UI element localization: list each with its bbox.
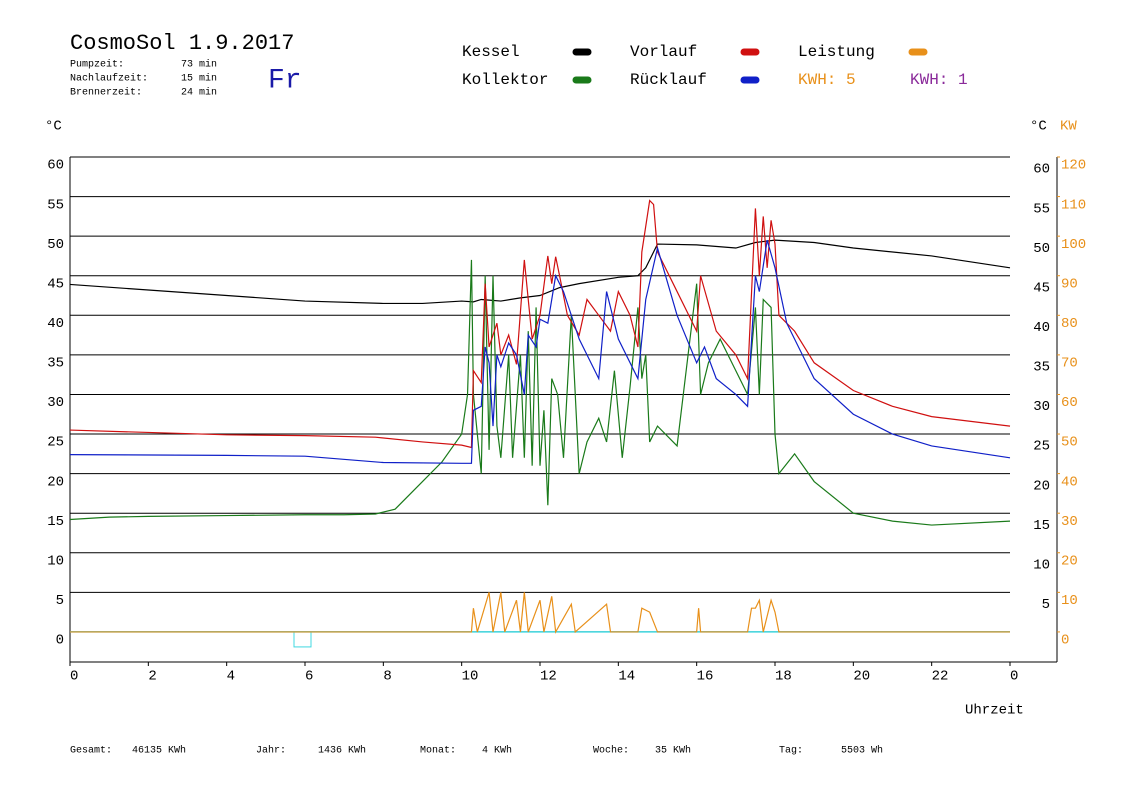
kwh-label: KWH: 1 — [910, 71, 968, 89]
footer-value: 46135 KWh — [132, 745, 186, 757]
info-label: Brennerzeit: — [70, 87, 142, 99]
y-tick-label: 15 — [47, 514, 64, 530]
y-right-tick-label: 20 — [1033, 478, 1050, 494]
y2-axis-label-celsius: °C — [1030, 119, 1047, 135]
x-tick-label: 10 — [462, 669, 479, 685]
y-right-tick-label: 5 — [1042, 597, 1050, 613]
x-tick-label: 0 — [70, 669, 78, 685]
x-tick-label: 22 — [932, 669, 949, 685]
series-line — [69, 199, 1011, 449]
footer-label: Gesamt: — [70, 746, 112, 757]
info-label: Nachlaufzeit: — [70, 73, 148, 85]
y2-tick-label: 50 — [1061, 435, 1078, 451]
x-tick-label: 6 — [305, 669, 313, 685]
y-tick-label: 5 — [56, 593, 64, 609]
series-line — [69, 239, 1011, 305]
y2-tick-label: 120 — [1061, 158, 1086, 174]
y-right-tick-label: 15 — [1033, 518, 1050, 534]
y2-tick-label: 40 — [1061, 474, 1078, 490]
chart-title: CosmoSol 1.9.2017 — [70, 31, 294, 56]
y-right-tick-label: 60 — [1033, 162, 1050, 178]
x-tick-label: 14 — [618, 669, 635, 685]
y-tick-label: 50 — [47, 237, 64, 253]
y-right-tick-label: 45 — [1033, 280, 1050, 296]
footer-label: Monat: — [420, 746, 456, 757]
y2-axis-label: KW — [1060, 119, 1077, 135]
y2-tick-label: 0 — [1061, 633, 1069, 649]
y-tick-label: 20 — [47, 474, 64, 490]
legend-label: Kollektor — [462, 71, 548, 89]
y-right-tick-label: 30 — [1033, 399, 1050, 415]
x-tick-label: 2 — [148, 669, 156, 685]
footer-value: 4 KWh — [482, 745, 512, 757]
x-tick-label: 18 — [775, 669, 792, 685]
y2-tick-label: 30 — [1061, 514, 1078, 530]
y-right-tick-label: 10 — [1033, 557, 1050, 573]
y2-tick-label: 110 — [1061, 197, 1086, 213]
legend-label: Kessel — [462, 43, 520, 61]
x-tick-label: 0 — [1010, 669, 1018, 685]
series-line — [69, 259, 1011, 526]
footer-label: Woche: — [593, 745, 629, 757]
footer-value: 5503 Wh — [841, 745, 883, 757]
info-value: 15 min — [181, 73, 217, 85]
y-tick-label: 25 — [47, 435, 64, 451]
kwh-label: KWH: 5 — [798, 71, 856, 89]
y2-tick-label: 100 — [1061, 237, 1086, 253]
x-tick-label: 4 — [227, 669, 235, 685]
y-right-tick-label: 35 — [1033, 360, 1050, 376]
marker-box — [293, 631, 312, 648]
y-axis-label: °C — [45, 119, 62, 135]
y-tick-label: 0 — [56, 633, 64, 649]
y-right-tick-label: 25 — [1033, 439, 1050, 455]
series-line — [70, 592, 1010, 634]
x-tick-label: 16 — [697, 669, 714, 685]
y-tick-label: 40 — [47, 316, 64, 332]
y-tick-label: 60 — [47, 158, 64, 174]
x-tick-label: 12 — [540, 669, 557, 685]
info-label: Pumpzeit: — [70, 59, 124, 71]
weekday: Fr — [268, 65, 302, 96]
y2-tick-label: 10 — [1061, 593, 1078, 609]
footer-value: 1436 KWh — [318, 745, 366, 757]
y-tick-label: 30 — [47, 395, 64, 411]
y-right-tick-label: 50 — [1033, 241, 1050, 257]
y2-tick-label: 90 — [1061, 276, 1078, 292]
y-tick-label: 35 — [47, 356, 64, 372]
info-value: 24 min — [181, 87, 217, 99]
y-tick-label: 55 — [47, 197, 64, 213]
legend-label: Rücklauf — [630, 71, 707, 89]
x-tick-label: 8 — [383, 669, 391, 685]
y-right-tick-label: 40 — [1033, 320, 1050, 336]
footer-label: Jahr: — [256, 745, 286, 757]
y-tick-label: 45 — [47, 276, 64, 292]
legend-label: Vorlauf — [630, 43, 697, 61]
footer-label: Tag: — [779, 746, 803, 757]
series-line — [69, 239, 1011, 464]
y-tick-label: 10 — [47, 553, 64, 569]
y2-tick-label: 80 — [1061, 316, 1078, 332]
footer-value: 35 KWh — [655, 745, 691, 757]
y2-tick-label: 60 — [1061, 395, 1078, 411]
x-tick-label: 20 — [853, 669, 870, 685]
y2-tick-label: 20 — [1061, 553, 1078, 569]
y2-tick-label: 70 — [1061, 356, 1078, 372]
info-value: 73 min — [181, 59, 217, 71]
y-right-tick-label: 55 — [1033, 201, 1050, 217]
legend-label: Leistung — [798, 43, 875, 61]
x-axis-label: Uhrzeit — [965, 703, 1024, 719]
